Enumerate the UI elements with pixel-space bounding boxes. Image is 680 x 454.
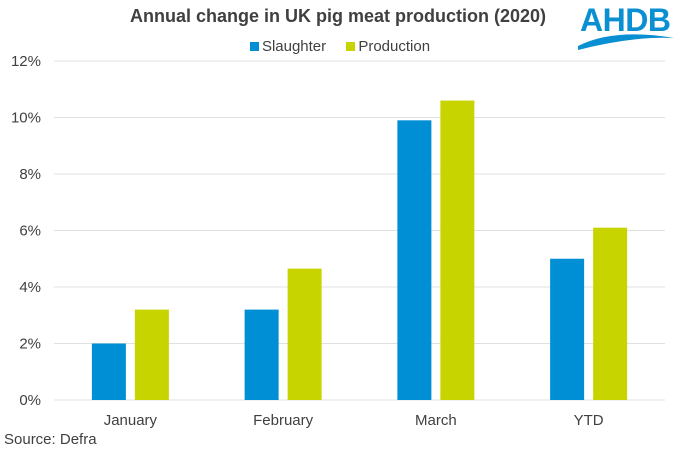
legend-swatch-slaughter — [249, 42, 259, 51]
bar-slaughter-february — [244, 309, 279, 400]
legend-item-slaughter: Slaughter — [249, 38, 327, 55]
bar-slaughter-ytd — [550, 258, 585, 400]
x-tick-label: March — [415, 412, 457, 429]
legend: Slaughter Production — [0, 38, 680, 55]
x-tick-label: January — [104, 412, 158, 429]
legend-item-production: Production — [346, 38, 430, 55]
y-tick-label: 4% — [19, 279, 41, 296]
logo-wave-icon — [578, 34, 674, 50]
logo-text: AHDB — [580, 2, 671, 38]
bar-production-february — [287, 268, 322, 400]
bar-production-january — [134, 309, 169, 400]
legend-label-slaughter: Slaughter — [261, 38, 327, 55]
bar-production-march — [440, 100, 475, 401]
bar-production-ytd — [593, 227, 628, 400]
y-tick-label: 6% — [19, 223, 41, 240]
source-note: Source: Defra — [4, 431, 97, 448]
y-tick-label: 10% — [11, 110, 41, 127]
bar-slaughter-march — [397, 120, 432, 400]
legend-label-production: Production — [358, 38, 431, 55]
y-tick-label: 0% — [19, 392, 41, 409]
y-tick-label: 2% — [19, 336, 41, 353]
bar-slaughter-january — [91, 343, 126, 400]
x-tick-label: February — [253, 412, 314, 429]
ahdb-logo: AHDB — [574, 2, 678, 50]
legend-swatch-production — [346, 42, 356, 51]
chart-title: Annual change in UK pig meat production … — [129, 6, 547, 26]
y-tick-label: 8% — [19, 166, 41, 183]
y-tick-label: 12% — [11, 53, 41, 70]
x-tick-label: YTD — [574, 412, 604, 429]
